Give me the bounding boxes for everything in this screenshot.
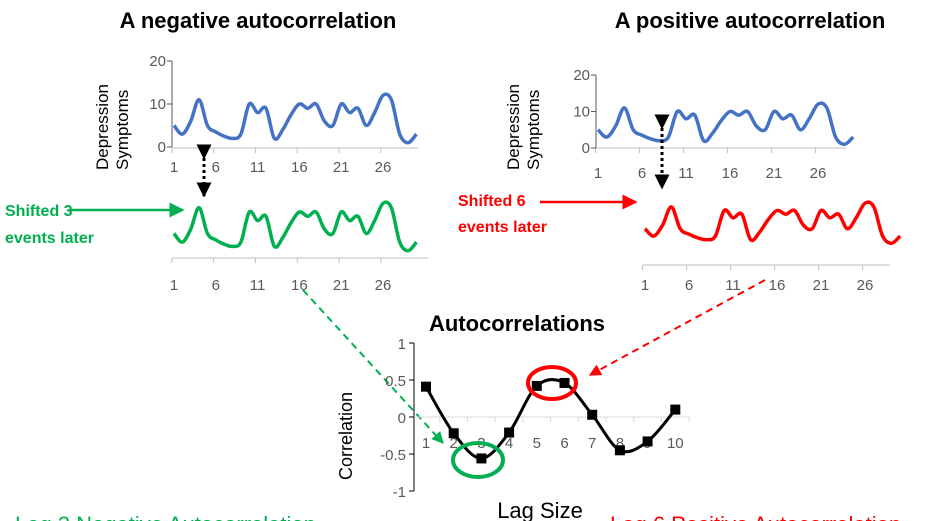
negative-original-line xyxy=(172,92,418,145)
positive-title: A positive autocorrelation xyxy=(615,8,886,33)
negative-original-x-tick-label: 1 xyxy=(170,159,178,176)
acf-y-tick-label: -0.5 xyxy=(380,447,406,464)
negative-original-x-tick-label: 21 xyxy=(333,159,350,176)
positive-shifted-x-tick-label: 11 xyxy=(725,277,741,294)
acf-point xyxy=(504,427,515,438)
negative-shifted-x-tick-label: 26 xyxy=(375,277,392,294)
acf-point xyxy=(670,404,681,415)
positive-original-y-tick-label: 0 xyxy=(582,140,590,157)
acf-x-tick-label: 4 xyxy=(505,435,513,452)
bottom-right-caption: Lag 6 Positive Autocorrelation xyxy=(610,512,901,521)
negative-ylabel-line2: Symptoms xyxy=(113,90,132,170)
negative-title: A negative autocorrelation xyxy=(120,8,397,33)
acf-x-tick-label: 6 xyxy=(560,435,568,452)
positive-original-y-tick-label: 20 xyxy=(573,67,590,84)
acf-title: Autocorrelations xyxy=(429,311,605,336)
negative-original-x-tick-label: 16 xyxy=(291,159,308,176)
negative-original-y-tick-label: 20 xyxy=(149,53,166,70)
acf-line xyxy=(424,378,677,460)
positive-shifted-x-tick-label: 1 xyxy=(641,277,649,294)
negative-original-x-tick-label: 6 xyxy=(212,159,220,176)
acf-x-tick-label: 8 xyxy=(616,435,624,452)
positive-original-x-tick-label: 1 xyxy=(594,165,602,182)
negative-note-line1: Shifted 3 xyxy=(5,203,73,220)
positive-original-x-tick-label: 21 xyxy=(766,165,783,182)
positive-shifted-line xyxy=(643,200,902,246)
negative-link-arrow xyxy=(302,289,444,444)
positive-ylabel-line1: Depression xyxy=(504,84,523,170)
negative-original-x-tick-label: 11 xyxy=(250,159,266,176)
acf-point xyxy=(421,381,431,392)
negative-shifted-x-tick-label: 11 xyxy=(250,277,266,294)
positive-link-arrow xyxy=(588,279,766,376)
positive-shifted-x-tick-label: 26 xyxy=(857,277,874,294)
positive-shifted-x-tick-label: 6 xyxy=(685,277,693,294)
acf-y-tick-label: -1 xyxy=(393,484,406,501)
acf-y-tick-label: 1 xyxy=(398,336,406,353)
acf-point xyxy=(614,445,625,456)
acf-x-tick-label: 2 xyxy=(450,435,458,452)
positive-shifted-x-tick-label: 21 xyxy=(813,277,830,294)
negative-original-y-tick-label: 10 xyxy=(149,96,166,113)
positive-ylabel-line2: Symptoms xyxy=(524,90,543,170)
negative-shifted-x-tick-label: 6 xyxy=(212,277,220,294)
negative-original-x-tick-label: 26 xyxy=(375,159,392,176)
acf-point xyxy=(642,436,653,447)
bottom-left-caption: Lag 3 Negative Autocorrelation xyxy=(15,512,316,521)
positive-shifted-x-tick-label: 16 xyxy=(769,277,786,294)
acf-ylabel: Correlation xyxy=(336,392,356,480)
negative-shifted-line xyxy=(172,200,418,253)
acf-xlabel: Lag Size xyxy=(497,498,583,521)
acf-point xyxy=(559,377,570,388)
positive-original-x-tick-label: 11 xyxy=(678,165,694,182)
positive-note-line1: Shifted 6 xyxy=(458,193,526,210)
acf-x-tick-label: 10 xyxy=(667,435,684,452)
negative-shifted-x-tick-label: 21 xyxy=(333,277,350,294)
acf-point xyxy=(587,409,598,420)
acf-point xyxy=(448,428,459,439)
acf-y-tick-label: 0.5 xyxy=(385,373,406,390)
acf-x-tick-label: 1 xyxy=(422,435,430,452)
positive-original-x-tick-label: 26 xyxy=(810,165,827,182)
acf-point xyxy=(531,380,542,391)
positive-original-y-tick-label: 10 xyxy=(573,104,590,121)
acf-x-tick-label: 5 xyxy=(533,435,541,452)
negative-original-y-tick-label: 0 xyxy=(158,139,166,156)
acf-y-tick-label: 0 xyxy=(398,410,406,427)
positive-highlight-circle xyxy=(526,365,578,401)
positive-original-x-tick-label: 16 xyxy=(722,165,739,182)
negative-highlight-circle xyxy=(451,441,505,479)
positive-original-line xyxy=(596,101,855,147)
acf-x-tick-label: 7 xyxy=(588,435,596,452)
negative-ylabel-line1: Depression xyxy=(93,84,112,170)
positive-note-line2: events later xyxy=(458,219,547,236)
negative-note-line2: events later xyxy=(5,230,94,247)
positive-original-x-tick-label: 6 xyxy=(638,165,646,182)
negative-shifted-x-tick-label: 1 xyxy=(170,277,178,294)
acf-point xyxy=(476,453,487,464)
